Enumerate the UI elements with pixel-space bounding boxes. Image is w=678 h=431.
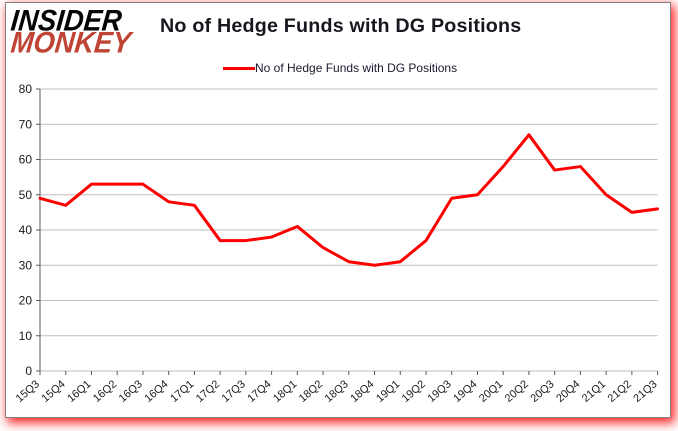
svg-text:70: 70: [19, 117, 33, 131]
svg-text:17Q2: 17Q2: [194, 378, 222, 405]
svg-text:80: 80: [19, 84, 33, 96]
svg-text:18Q3: 18Q3: [323, 378, 351, 405]
svg-text:18Q1: 18Q1: [271, 378, 299, 405]
svg-text:20Q4: 20Q4: [554, 378, 582, 405]
svg-text:15Q4: 15Q4: [40, 378, 68, 405]
svg-text:21Q1: 21Q1: [580, 378, 608, 405]
svg-text:0: 0: [25, 364, 32, 378]
svg-text:20: 20: [19, 294, 33, 308]
svg-text:60: 60: [19, 153, 33, 167]
svg-text:50: 50: [19, 188, 33, 202]
svg-text:16Q3: 16Q3: [117, 378, 145, 405]
svg-text:19Q2: 19Q2: [400, 378, 428, 405]
svg-text:19Q1: 19Q1: [374, 378, 402, 405]
svg-text:20Q1: 20Q1: [477, 378, 505, 405]
svg-text:20Q2: 20Q2: [503, 378, 531, 405]
svg-text:20Q3: 20Q3: [528, 378, 556, 405]
svg-text:16Q2: 16Q2: [91, 378, 119, 405]
svg-text:19Q4: 19Q4: [451, 378, 479, 405]
svg-text:21Q2: 21Q2: [606, 378, 634, 405]
svg-text:17Q3: 17Q3: [220, 378, 248, 405]
svg-text:18Q2: 18Q2: [297, 378, 325, 405]
svg-text:19Q3: 19Q3: [426, 378, 454, 405]
svg-text:16Q1: 16Q1: [65, 378, 93, 405]
svg-text:30: 30: [19, 258, 33, 272]
svg-text:21Q3: 21Q3: [631, 378, 659, 405]
svg-text:18Q4: 18Q4: [348, 378, 376, 405]
svg-text:17Q1: 17Q1: [168, 378, 196, 405]
svg-text:17Q4: 17Q4: [245, 378, 273, 405]
svg-text:15Q3: 15Q3: [14, 378, 42, 405]
svg-text:40: 40: [19, 223, 33, 237]
svg-text:16Q4: 16Q4: [142, 378, 170, 405]
svg-text:10: 10: [19, 329, 33, 343]
